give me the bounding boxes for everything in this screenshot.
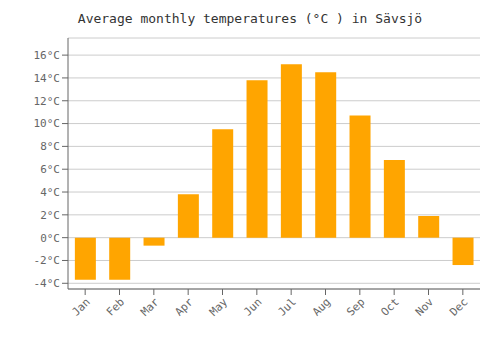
html-text:Average monthly temperatures (: Average monthly temperatures (°C ) in Sä…: [77, 11, 423, 26]
svg-text:4°C: 4°C: [40, 186, 60, 199]
svg-text:Mar: Mar: [138, 295, 162, 319]
svg-text:Aug: Aug: [310, 295, 333, 318]
svg-text:Dec: Dec: [447, 295, 470, 318]
svg-text:Feb: Feb: [104, 295, 127, 318]
svg-text:-2°C: -2°C: [34, 254, 61, 267]
svg-text:8°C: 8°C: [40, 140, 60, 153]
svg-text:12°C: 12°C: [34, 95, 61, 108]
svg-text:Nov: Nov: [413, 295, 437, 319]
svg-text:May: May: [207, 295, 231, 319]
svg-text:Jan: Jan: [70, 295, 93, 318]
svg-text:2°C: 2°C: [40, 209, 60, 222]
svg-text:Apr: Apr: [173, 295, 197, 319]
svg-text:-4°C: -4°C: [34, 277, 61, 290]
svg-text:0°C: 0°C: [40, 232, 60, 245]
svg-text:10°C: 10°C: [34, 117, 61, 130]
svg-text:Oct: Oct: [379, 295, 402, 318]
svg-text:6°C: 6°C: [40, 163, 60, 176]
svg-text:Sep: Sep: [344, 295, 367, 318]
svg-text:Jun: Jun: [241, 295, 264, 318]
svg-text:Jul: Jul: [276, 295, 299, 318]
svg-text:14°C: 14°C: [34, 72, 61, 85]
svg-text:16°C: 16°C: [34, 49, 61, 62]
